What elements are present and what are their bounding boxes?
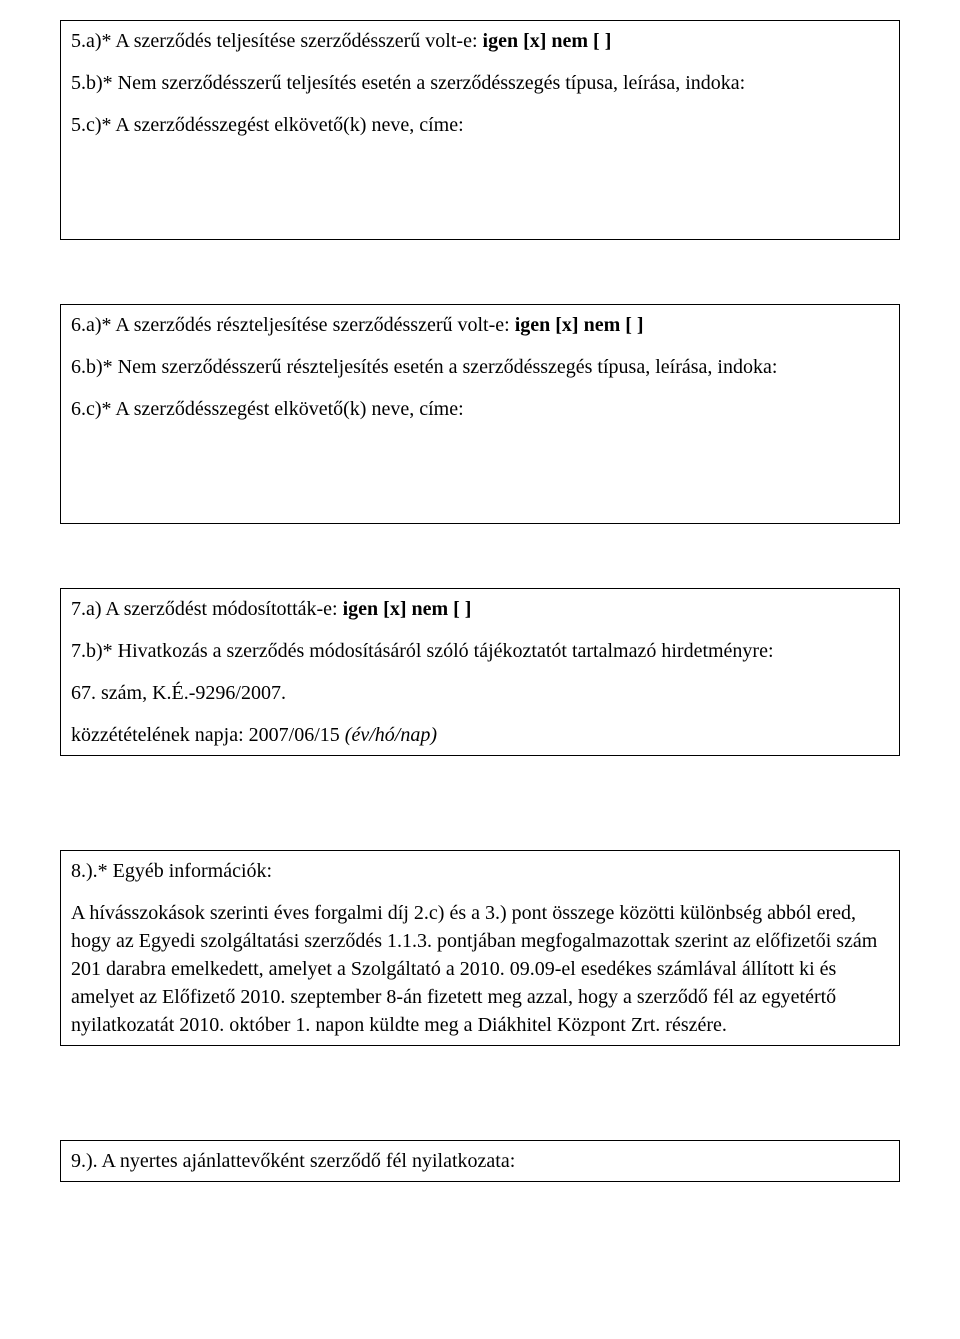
question-5b: 5.b)* Nem szerződésszerű teljesítés eset…: [71, 69, 889, 97]
section-8-box: 8.).* Egyéb információk: A hívásszokások…: [60, 850, 900, 1046]
section-7-box: 7.a) A szerződést módosították-e: igen […: [60, 588, 900, 756]
question-7a: 7.a) A szerződést módosították-e: igen […: [71, 595, 889, 623]
question-6a-text: 6.a)* A szerződés részteljesítése szerző…: [71, 314, 515, 336]
question-6c: 6.c)* A szerződésszegést elkövető(k) nev…: [71, 395, 889, 423]
question-7a-answer: igen [x] nem [ ]: [343, 598, 472, 620]
question-6a-answer: igen [x] nem [ ]: [515, 314, 644, 336]
question-7-date: közzétételének napja: 2007/06/15 (év/hó/…: [71, 721, 889, 749]
question-7-date-format: (év/hó/nap): [345, 724, 437, 746]
question-7-date-text: közzétételének napja: 2007/06/15: [71, 724, 345, 746]
section-8-header: 8.).* Egyéb információk:: [71, 857, 889, 885]
question-5a-text: 5.a)* A szerződés teljesítése szerződéss…: [71, 30, 483, 52]
question-5a-answer: igen [x] nem [ ]: [483, 30, 612, 52]
section-9-box: 9.). A nyertes ajánlattevőként szerződő …: [60, 1140, 900, 1182]
section-6-box: 6.a)* A szerződés részteljesítése szerző…: [60, 304, 900, 524]
spacer: [60, 770, 900, 850]
section-5-box: 5.a)* A szerződés teljesítése szerződéss…: [60, 20, 900, 240]
question-5a: 5.a)* A szerződés teljesítése szerződéss…: [71, 27, 889, 55]
question-7-number: 67. szám, K.É.-9296/2007.: [71, 679, 889, 707]
question-6b: 6.b)* Nem szerződésszerű részteljesítés …: [71, 353, 889, 381]
section-8-body: A hívásszokások szerinti éves forgalmi d…: [71, 899, 889, 1039]
section-9-text: 9.). A nyertes ajánlattevőként szerződő …: [71, 1147, 889, 1175]
question-7b: 7.b)* Hivatkozás a szerződés módosításár…: [71, 637, 889, 665]
question-7a-text: 7.a) A szerződést módosították-e:: [71, 598, 343, 620]
spacer: [60, 1060, 900, 1140]
spacer: [60, 254, 900, 304]
question-6a: 6.a)* A szerződés részteljesítése szerző…: [71, 311, 889, 339]
spacer: [60, 538, 900, 588]
question-5c: 5.c)* A szerződésszegést elkövető(k) nev…: [71, 111, 889, 139]
